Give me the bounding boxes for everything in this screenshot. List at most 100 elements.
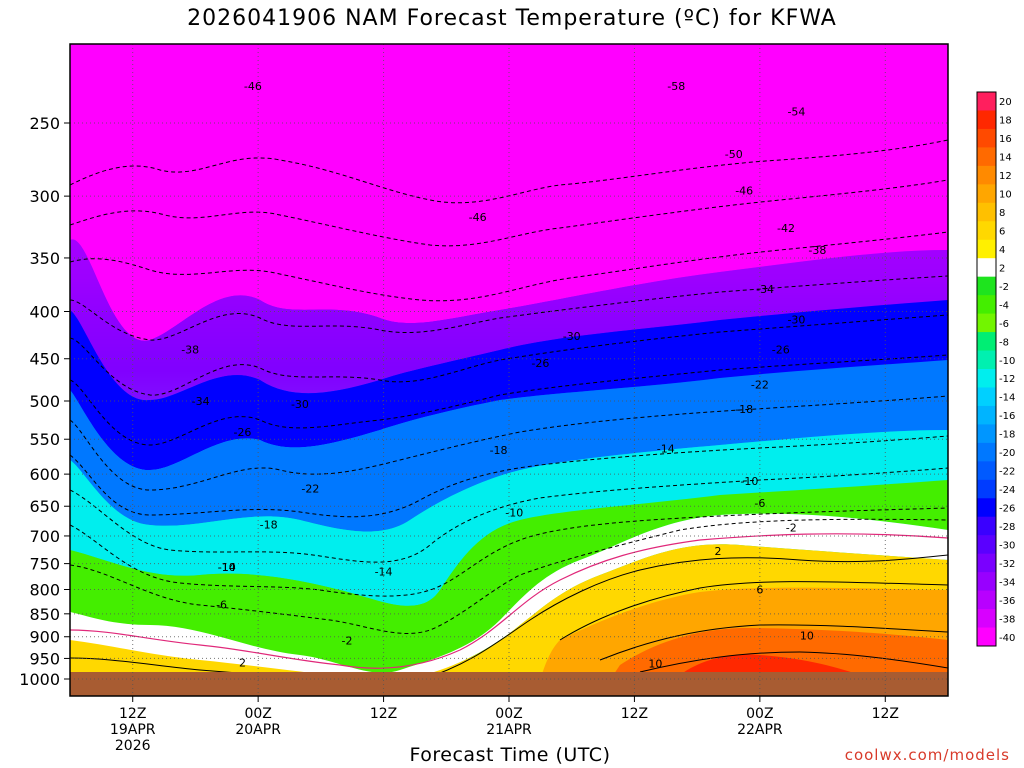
colorbar-swatch <box>977 221 996 241</box>
y-tick-label: 500 <box>29 392 60 411</box>
colorbar-label: -34 <box>999 577 1015 588</box>
colorbar-label: -14 <box>999 393 1015 404</box>
y-tick-label: 450 <box>29 350 60 369</box>
colorbar-swatch <box>977 498 996 518</box>
colorbar-swatch <box>977 165 996 185</box>
colorbar-swatch <box>977 572 996 592</box>
y-tick-label: 850 <box>29 605 60 624</box>
y-tick-label: 800 <box>29 581 60 600</box>
contour-label: -6 <box>754 497 765 510</box>
colorbar-swatch <box>977 387 996 407</box>
contour-label: -34 <box>192 395 210 408</box>
contour-labels: -58 -54 -50 -46 -46 -46 -42 -38 -38 -34 -34 -30 -30 -… <box>181 80 826 670</box>
x-tick-label: 22APR <box>737 722 783 738</box>
y-tick-label: 900 <box>29 628 60 647</box>
colorbar-swatch <box>977 128 996 148</box>
colorbar-swatch <box>977 92 996 111</box>
colorbar-label: 12 <box>999 171 1012 182</box>
contour-label: -34 <box>756 283 774 296</box>
x-tick-label: 00Z <box>495 706 522 722</box>
colorbar-swatch <box>977 295 996 315</box>
x-tick-label: 21APR <box>486 722 532 738</box>
colorbar-swatch <box>977 332 996 352</box>
colorbar-swatch <box>977 424 996 444</box>
colorbar-label: -38 <box>999 614 1015 625</box>
contour-label: -10 <box>505 506 523 519</box>
colorbar-label: -4 <box>999 300 1009 311</box>
colorbar-swatch <box>977 535 996 555</box>
x-tick-label: 12Z <box>872 706 899 722</box>
x-tick-label: 2026 <box>115 738 151 754</box>
purple-band <box>70 239 948 401</box>
freezing-line <box>70 533 948 669</box>
colorbar-label: 10 <box>999 190 1012 201</box>
x-tick-label: 20APR <box>235 722 281 738</box>
colorbar-swatch <box>977 313 996 333</box>
y-tick-label: 950 <box>29 649 60 668</box>
y-tick-label: 600 <box>29 465 60 484</box>
y-tick-label: 550 <box>29 430 60 449</box>
colorbar-label: -20 <box>999 448 1015 459</box>
colorbar-label: -32 <box>999 559 1015 570</box>
colorbar-label: -2 <box>999 282 1009 293</box>
colorbar-label: -40 <box>999 633 1015 644</box>
colorbar: 20 18 16 14 12 10 8 6 4 2 -2 -4 -6 -8 -10 -12 -14 -16 -18 -… <box>976 91 1015 647</box>
contour-label: -46 <box>735 185 753 198</box>
colorbar-label: 18 <box>999 116 1012 127</box>
contour-label: -26 <box>531 357 549 370</box>
y-tick-label: 750 <box>29 555 60 574</box>
colorbar-label: -6 <box>999 319 1009 330</box>
colorbar-swatch <box>977 276 996 296</box>
contour-label: -14 <box>657 443 675 456</box>
colorbar-swatch <box>977 110 996 130</box>
colorbar-label: 2 <box>999 263 1005 274</box>
colorbar-label: -28 <box>999 522 1015 533</box>
plot-area <box>70 44 948 696</box>
colorbar-frame <box>976 91 997 647</box>
contour-label: -38 <box>808 244 826 257</box>
contour-label: -46 <box>244 80 262 93</box>
grid-vertical <box>132 44 886 696</box>
colorbar-label: -10 <box>999 356 1015 367</box>
contour-label: -30 <box>563 330 581 343</box>
contour-label: -2 <box>786 521 797 534</box>
contour-label: 10 <box>648 657 662 670</box>
contour-label: -18 <box>260 518 278 531</box>
colorbar-swatch <box>977 479 996 499</box>
colorbar-swatch <box>977 553 996 573</box>
colorbar-swatch <box>977 516 996 536</box>
mid-blue-band <box>70 360 948 532</box>
contour-label: -50 <box>725 148 743 161</box>
x-tick-label: 00Z <box>746 706 773 722</box>
y-tick-label: 300 <box>29 187 60 206</box>
x-axis-label: Forecast Time (UTC) <box>409 744 611 766</box>
contour-label: -22 <box>301 483 319 496</box>
colorbar-label: -22 <box>999 467 1015 478</box>
contour-label: -22 <box>751 379 769 392</box>
colorbar-swatch <box>977 147 996 167</box>
y-tick-label: 400 <box>29 303 60 322</box>
colorbar-swatch <box>977 461 996 481</box>
contour-label: -2 <box>342 634 353 647</box>
y-tick-label: 650 <box>29 497 60 516</box>
contour-label: -58 <box>667 80 685 93</box>
y-tick-label: 700 <box>29 527 60 546</box>
isotherms-positive <box>70 554 948 681</box>
contour-label: 10 <box>800 629 814 642</box>
contour-label: -30 <box>787 313 805 326</box>
contour-label: -42 <box>777 222 795 235</box>
colorbar-swatch <box>977 184 996 204</box>
colorbar-label: 8 <box>999 208 1005 219</box>
colorbar-swatch <box>977 609 996 629</box>
y-tick-label: 250 <box>29 114 60 133</box>
contour-label: -18 <box>735 403 753 416</box>
contour-label: -26 <box>233 426 251 439</box>
colorbar-swatch <box>977 258 996 278</box>
x-tick-label: 12Z <box>370 706 397 722</box>
colorbar-label: -12 <box>999 374 1015 385</box>
colorbar-label: -16 <box>999 411 1015 422</box>
watermark: coolwx.com/models <box>844 746 1010 764</box>
contour-label: -38 <box>181 344 199 357</box>
contour-label: -46 <box>469 211 487 224</box>
